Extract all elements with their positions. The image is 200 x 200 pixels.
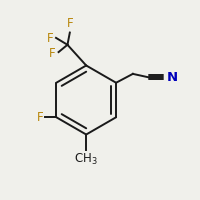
Text: CH$_3$: CH$_3$: [74, 151, 98, 167]
Text: F: F: [37, 111, 43, 124]
Text: N: N: [166, 71, 178, 84]
Text: F: F: [67, 17, 74, 30]
Text: F: F: [49, 47, 56, 60]
Text: F: F: [46, 32, 53, 45]
